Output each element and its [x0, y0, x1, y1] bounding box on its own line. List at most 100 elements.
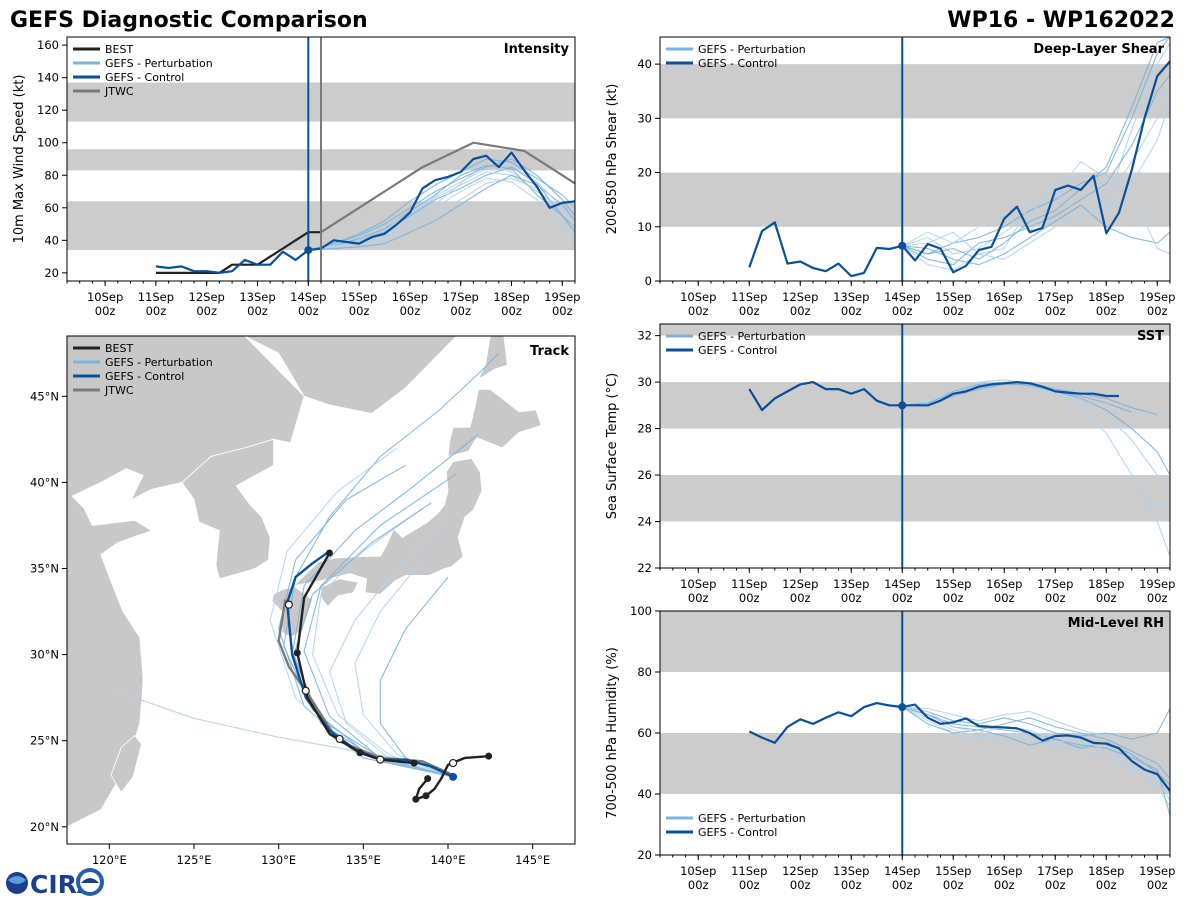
sst-xtick-hour-label: 00z — [739, 591, 760, 605]
sst-xtick-date-label: 18Sep — [1088, 577, 1124, 591]
land-honshu — [292, 457, 483, 595]
shear-legend-control-label: GEFS - Control — [698, 57, 777, 70]
figure-title: GEFS Diagnostic Comparison — [10, 8, 368, 33]
shear-xtick-date-label: 12Sep — [782, 290, 818, 304]
sst-xtick-hour-label: 00z — [841, 591, 862, 605]
intensity-jtwc-line — [320, 141, 575, 234]
track-lon-tick-label: 130°E — [261, 853, 296, 867]
shear-xtick-hour-label: 00z — [790, 304, 811, 318]
cira-globe-swirl — [8, 876, 26, 884]
rh-xtick-date-label: 13Sep — [833, 864, 869, 878]
shear-band-1 — [660, 64, 1170, 119]
sst-ytick-label: 26 — [637, 468, 652, 482]
track-best-point — [410, 759, 418, 767]
sst-panel-title: SST — [1137, 329, 1164, 344]
rh-xtick-hour-label: 00z — [1147, 878, 1168, 892]
track-perturbation-line-4 — [278, 464, 454, 778]
track-panel-title: Track — [530, 344, 569, 359]
intensity-perturbation-line-9 — [308, 164, 575, 251]
track-jtwc-point — [301, 686, 310, 695]
intensity-xtick-hour-label: 00z — [501, 304, 522, 318]
rh-control-line — [748, 701, 1170, 792]
shear-xtick-hour-label: 00z — [1045, 304, 1066, 318]
land-sakhalin — [477, 336, 508, 381]
track-jtwc-point — [376, 755, 385, 764]
intensity-ytick-label: 160 — [37, 38, 59, 52]
rh-xtick-hour-label: 00z — [739, 878, 760, 892]
rh-xtick-date-label: 11Sep — [731, 864, 767, 878]
track-lat-tick-label: 25°N — [30, 734, 59, 748]
shear-control-line — [748, 60, 1170, 278]
track-jtwc-point — [335, 734, 344, 744]
track-perturbation-line-7 — [269, 447, 454, 778]
sst-xtick-hour-label: 00z — [790, 591, 811, 605]
track-lon-tick-label: 125°E — [177, 853, 212, 867]
intensity-xtick-date-label: 13Sep — [239, 290, 275, 304]
shear-perturbation-line-0 — [902, 37, 1170, 255]
rh-perturbation-line-7 — [902, 706, 1170, 801]
track-best-point — [325, 549, 333, 557]
sst-xtick-hour-label: 00z — [1045, 591, 1066, 605]
intensity-xtick-hour-label: 00z — [298, 304, 319, 318]
track-lat-tick-label: 35°N — [30, 561, 59, 575]
shear-xtick-hour-label: 00z — [1096, 304, 1117, 318]
intensity-xtick-hour-label: 00z — [349, 304, 370, 318]
sst-legend-perturbation-label: GEFS - Perturbation — [698, 330, 806, 343]
shear-ytick-label: 20 — [637, 166, 652, 180]
track-lon-tick-label: 145°E — [515, 853, 550, 867]
shear-xtick-date-label: 11Sep — [731, 290, 767, 304]
track-lon-tick-label: 140°E — [431, 853, 466, 867]
track-legend-perturbation-label: GEFS - Perturbation — [105, 356, 213, 369]
land-korea — [181, 438, 275, 580]
intensity-plot-area — [67, 37, 575, 281]
intensity-xtick-date-label: 16Sep — [392, 290, 428, 304]
intensity-perturbation-line-8 — [308, 174, 575, 251]
shear-panel-title: Deep-Layer Shear — [1033, 42, 1164, 57]
track-control-init-point — [449, 772, 458, 781]
track-lat-tick-label: 40°N — [30, 475, 59, 489]
rh-plot-area — [660, 611, 1170, 855]
intensity-ytick-label: 20 — [44, 266, 59, 280]
land-shikoku — [320, 578, 359, 608]
intensity-y-axis-label: 10m Max Wind Speed (kt) — [12, 75, 27, 244]
shear-init-point — [898, 241, 907, 250]
sst-xtick-date-label: 13Sep — [833, 577, 869, 591]
shear-xtick-hour-label: 00z — [841, 304, 862, 318]
shear-perturbation-line-7 — [901, 101, 1170, 271]
rh-ytick-label: 40 — [637, 787, 652, 801]
track-best-loop-line — [414, 755, 489, 801]
track-lat-tick-label: 20°N — [30, 820, 59, 834]
intensity-xtick-date-label: 12Sep — [189, 290, 225, 304]
rh-xtick-hour-label: 00z — [1045, 878, 1066, 892]
intensity-xtick-date-label: 19Sep — [544, 290, 580, 304]
intensity-xtick-date-label: 17Sep — [443, 290, 479, 304]
rh-xtick-date-label: 18Sep — [1088, 864, 1124, 878]
rh-legend-control-label: GEFS - Control — [698, 826, 777, 839]
track-lat-tick-label: 45°N — [30, 389, 59, 403]
shear-xtick-hour-label: 00z — [892, 304, 913, 318]
sst-xtick-date-label: 19Sep — [1139, 577, 1175, 591]
rh-ytick-label: 100 — [630, 604, 652, 618]
sst-frame — [659, 323, 1171, 569]
shear-xtick-date-label: 13Sep — [833, 290, 869, 304]
rh-init-point — [898, 703, 907, 712]
noaa-seal-bird — [81, 878, 99, 883]
track-best-point — [485, 752, 493, 760]
intensity-panel-title: Intensity — [504, 42, 570, 57]
track-lon-tick-label: 120°E — [92, 853, 127, 867]
sst-xtick-date-label: 10Sep — [680, 577, 716, 591]
rh-xtick-date-label: 10Sep — [680, 864, 716, 878]
sst-init-point — [898, 401, 907, 410]
track-legend-jtwc-label: JTWC — [104, 384, 134, 397]
rh-ytick-label: 80 — [637, 665, 652, 679]
sst-xtick-date-label: 11Sep — [731, 577, 767, 591]
sst-xtick-hour-label: 00z — [688, 591, 709, 605]
shear-xtick-date-label: 16Sep — [986, 290, 1022, 304]
rh-xtick-hour-label: 00z — [688, 878, 709, 892]
sst-xtick-date-label: 15Sep — [935, 577, 971, 591]
intensity-ytick-label: 60 — [44, 201, 59, 215]
intensity-control-line — [155, 151, 575, 274]
shear-y-axis-label: 200-850 hPa Shear (kt) — [605, 84, 620, 235]
sst-xtick-hour-label: 00z — [892, 591, 913, 605]
